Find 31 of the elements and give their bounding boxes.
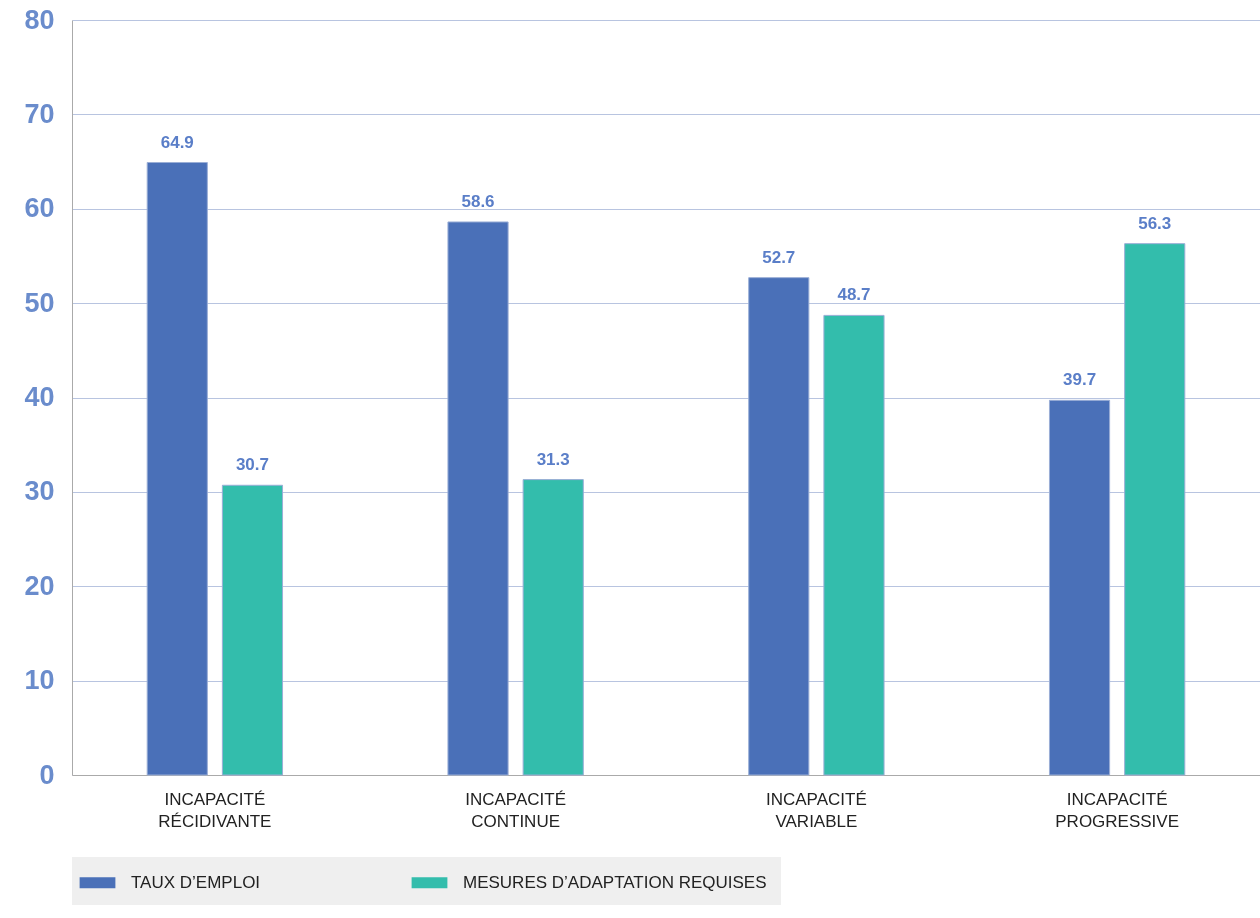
bar: [522, 479, 584, 776]
data-label: 56.3: [1138, 213, 1172, 233]
y-tick-label: 60: [24, 193, 55, 224]
legend-label: MESURES D’ADAPTATION REQUISES: [463, 872, 767, 892]
data-label: 30.7: [235, 455, 269, 475]
bar: [1124, 243, 1186, 776]
x-tick-label: INCAPACITÉ CONTINUE: [465, 789, 566, 831]
y-tick-label: 70: [24, 98, 55, 129]
y-tick-label: 10: [24, 665, 55, 696]
bar: [1048, 399, 1111, 776]
y-tick-label: 40: [24, 382, 55, 412]
bar: [221, 484, 284, 776]
bar: [748, 277, 810, 776]
data-label: 31.3: [536, 449, 570, 469]
x-tick-label: INCAPACITÉ PROGRESSIVE: [1055, 789, 1180, 831]
data-label: 58.6: [461, 191, 495, 211]
x-tick-label: INCAPACITÉ VARIABLE: [766, 789, 867, 831]
data-label: 52.7: [762, 247, 796, 267]
legend-label: TAUX D’EMPLOI: [131, 872, 261, 892]
data-label: 48.7: [837, 285, 871, 305]
bar: [447, 221, 509, 776]
bar: [146, 162, 208, 776]
x-tick-label: INCAPACITÉ RÉCIDIVANTE: [158, 789, 272, 831]
bar: [823, 314, 885, 776]
y-tick-label: 20: [24, 570, 55, 601]
data-label: 39.7: [1063, 370, 1097, 390]
y-tick-label: 0: [39, 759, 55, 790]
y-tick-label: 80: [24, 4, 55, 35]
y-tick-label: 50: [24, 287, 55, 318]
data-label: 64.9: [160, 132, 194, 152]
y-tick-label: 30: [24, 476, 55, 507]
